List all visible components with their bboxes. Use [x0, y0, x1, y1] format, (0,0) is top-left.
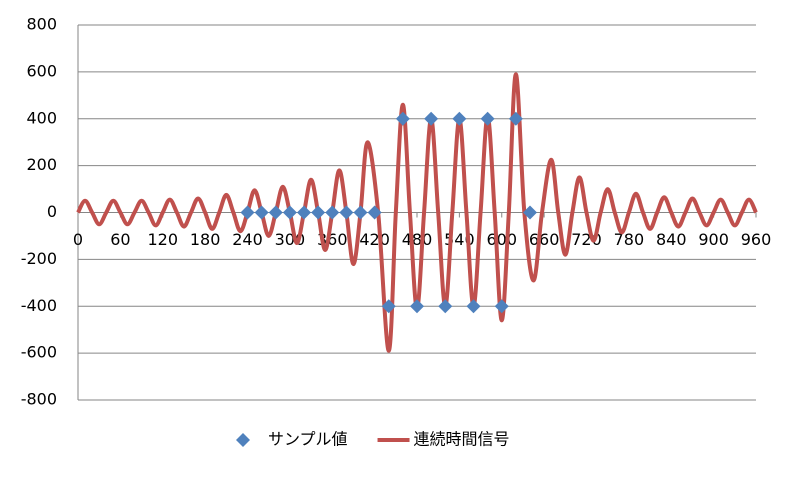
sample-point	[424, 111, 439, 126]
sample-point	[282, 205, 297, 220]
sample-point	[395, 111, 410, 126]
sample-point	[466, 299, 481, 314]
legend-marker	[236, 433, 250, 447]
x-tick-label: 840	[656, 230, 687, 249]
sample-point	[480, 111, 495, 126]
y-tick-label: 0	[47, 202, 57, 221]
x-tick-label: 240	[232, 230, 263, 249]
signal-line	[76, 72, 758, 353]
y-tick-label: -800	[21, 390, 57, 409]
sample-point	[240, 205, 255, 220]
sample-point	[325, 205, 340, 220]
sample-point	[367, 205, 382, 220]
y-tick-label: -400	[21, 296, 57, 315]
sample-point	[381, 299, 396, 314]
x-tick-label: 960	[741, 230, 772, 249]
legend-label: サンプル値	[268, 430, 348, 449]
y-tick-label: 600	[26, 61, 57, 80]
sample-point	[452, 111, 467, 126]
y-tick-label: -200	[21, 249, 57, 268]
sample-point	[410, 299, 424, 314]
sample-point	[523, 205, 537, 220]
sample-point	[438, 299, 453, 314]
x-tick-label: 660	[529, 230, 560, 249]
y-tick-label: 200	[26, 155, 57, 174]
sample-point	[297, 205, 311, 220]
sample-point	[353, 205, 368, 220]
x-tick-label: 60	[110, 230, 130, 249]
x-tick-label: 600	[486, 230, 517, 249]
y-tick-label: 800	[26, 15, 57, 34]
sample-point	[311, 205, 326, 220]
x-tick-label: 780	[614, 230, 645, 249]
y-tick-label: -600	[21, 343, 57, 362]
y-tick-label: 400	[26, 108, 57, 127]
sample-point	[494, 299, 509, 314]
x-tick-label: 180	[190, 230, 221, 249]
x-tick-label: 120	[147, 230, 178, 249]
x-tick-label: 900	[698, 230, 729, 249]
x-tick-label: 480	[402, 230, 433, 249]
sample-point	[508, 111, 523, 126]
x-tick-label: 420	[359, 230, 390, 249]
sample-point	[268, 205, 283, 220]
sample-point	[254, 205, 269, 220]
sample-point	[339, 205, 354, 220]
x-tick-label: 0	[73, 230, 83, 249]
legend-label: 連続時間信号	[414, 430, 510, 449]
